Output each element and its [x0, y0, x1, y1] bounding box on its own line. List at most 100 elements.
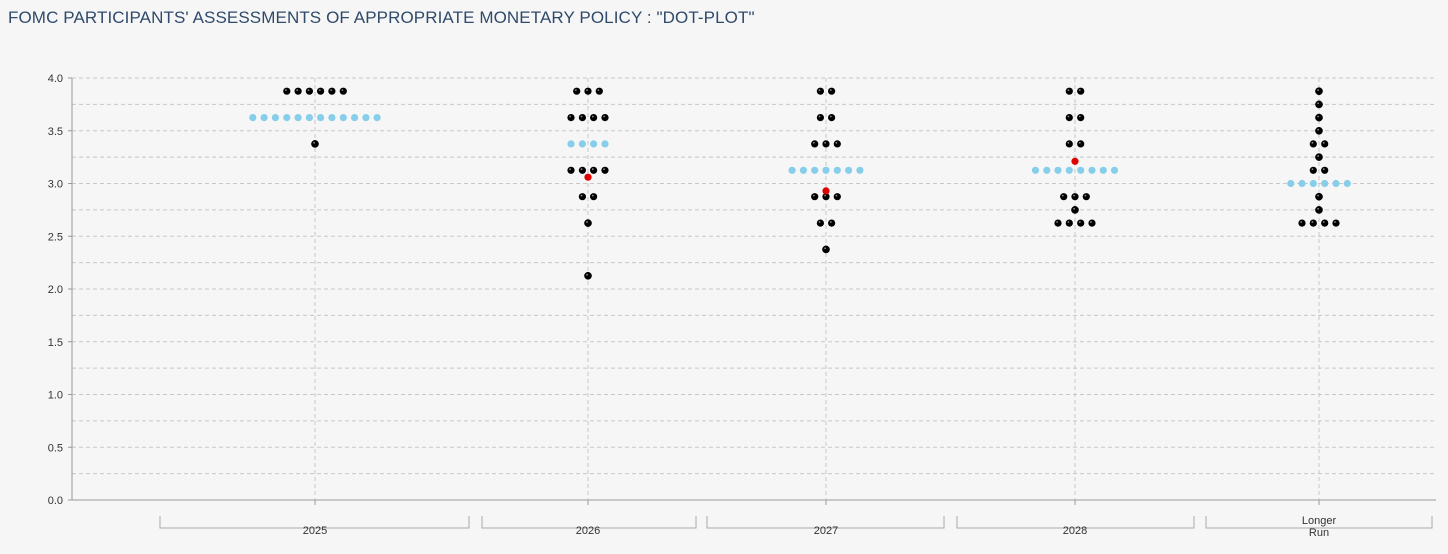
- dot-highlight: [835, 141, 838, 144]
- dot-highlight: [313, 141, 315, 144]
- median-dot: [845, 166, 853, 174]
- median-dot: [1110, 166, 1119, 174]
- median-dot: [305, 114, 313, 122]
- dot-highlight: [591, 168, 594, 171]
- dot-highlight: [1078, 89, 1081, 91]
- dot-highlight: [1317, 194, 1319, 197]
- participant-dot: [584, 87, 592, 95]
- dot-highlight: [307, 89, 310, 91]
- dot-highlight: [1067, 89, 1070, 91]
- median-dot: [1099, 166, 1107, 174]
- mean-dot: [822, 187, 830, 195]
- dot-highlight: [580, 168, 583, 171]
- dot-highlight: [1078, 221, 1081, 223]
- dot-highlight: [824, 247, 826, 250]
- category-bracket: [956, 516, 1195, 529]
- grid: [72, 77, 1436, 501]
- participant-dot: [1077, 87, 1085, 95]
- median-dot: [339, 114, 347, 122]
- median-dot: [294, 114, 302, 122]
- participant-dot: [1077, 219, 1085, 227]
- participant-dot: [601, 114, 609, 122]
- participant-dot: [1321, 219, 1329, 227]
- participant-dot: [601, 166, 609, 174]
- participant-dot: [317, 87, 325, 95]
- median-dot: [788, 166, 796, 174]
- dot-highlight: [1322, 221, 1325, 223]
- median-dot: [1287, 179, 1295, 188]
- participant-dot: [1309, 219, 1317, 227]
- participant-dot: [1071, 206, 1079, 214]
- participant-dot: [567, 166, 575, 174]
- dot-highlight: [1067, 141, 1070, 144]
- participant-dot: [1315, 100, 1323, 109]
- dot-highlight: [1056, 221, 1058, 223]
- median-dot: [833, 166, 841, 174]
- participant-dot: [822, 245, 830, 254]
- y-tick-label: 4.0: [48, 73, 63, 85]
- participant-dot: [1315, 87, 1323, 96]
- median-dot: [578, 140, 587, 148]
- participant-dot: [283, 87, 291, 95]
- participant-dot: [311, 140, 319, 148]
- dot-highlight: [586, 221, 588, 223]
- participant-dot: [305, 87, 313, 95]
- dot-highlight: [829, 89, 832, 91]
- dot-highlight: [1311, 168, 1314, 171]
- y-tick-label: 2.5: [48, 231, 63, 243]
- participant-dot: [567, 114, 575, 122]
- x-tick-label: Longer: [1302, 515, 1337, 527]
- dot-highlight: [818, 115, 821, 118]
- dot-highlight: [586, 89, 588, 91]
- median-dot: [1088, 166, 1096, 174]
- dot-highlight: [1090, 221, 1092, 223]
- dot-highlight: [818, 221, 821, 223]
- median-dot: [271, 114, 279, 122]
- participant-dot: [1332, 219, 1340, 227]
- median-dot: [1031, 166, 1040, 174]
- participant-dot: [1315, 153, 1323, 161]
- participant-dot: [1077, 114, 1085, 122]
- median-dot: [856, 166, 864, 174]
- y-tick-label: 3.5: [48, 126, 63, 138]
- participant-dot: [1321, 140, 1329, 148]
- y-tick-label: 2.0: [48, 284, 63, 296]
- mean-dot: [584, 173, 592, 181]
- category-bracket: [159, 516, 470, 529]
- participant-dot: [1309, 166, 1317, 174]
- median-dot: [1043, 166, 1051, 174]
- x-tick-label: Run: [1309, 527, 1329, 539]
- median-dot: [811, 166, 819, 174]
- median-dot: [283, 114, 291, 122]
- dot-highlight: [296, 89, 299, 91]
- dot-highlight: [1317, 128, 1319, 131]
- median-dot: [567, 140, 575, 148]
- participant-dot: [828, 87, 836, 95]
- participant-dot: [590, 193, 598, 201]
- participant-dot: [1065, 114, 1073, 122]
- median-dot: [1309, 179, 1317, 188]
- y-tick-label: 1.5: [48, 337, 63, 349]
- dot-highlight: [1334, 221, 1336, 223]
- participant-dot: [339, 87, 347, 95]
- participant-dot: [578, 114, 587, 122]
- x-tick-label: 2028: [1063, 525, 1087, 537]
- participant-dot: [294, 87, 302, 95]
- dot-highlight: [1322, 168, 1325, 171]
- dot-highlight: [824, 194, 826, 197]
- dot-highlight: [1084, 194, 1087, 197]
- median-dot: [328, 114, 336, 122]
- category-bracket: [481, 516, 697, 529]
- participant-dot: [1315, 126, 1323, 135]
- participant-dot: [1315, 206, 1323, 214]
- x-tick-label: 2027: [814, 525, 838, 537]
- participant-dot: [1071, 193, 1079, 201]
- dots: [249, 87, 1351, 280]
- dot-highlight: [1300, 221, 1302, 223]
- dot-highlight: [574, 89, 577, 91]
- dot-highlight: [586, 273, 588, 276]
- participant-dot: [578, 166, 587, 174]
- dot-highlight: [1067, 115, 1070, 118]
